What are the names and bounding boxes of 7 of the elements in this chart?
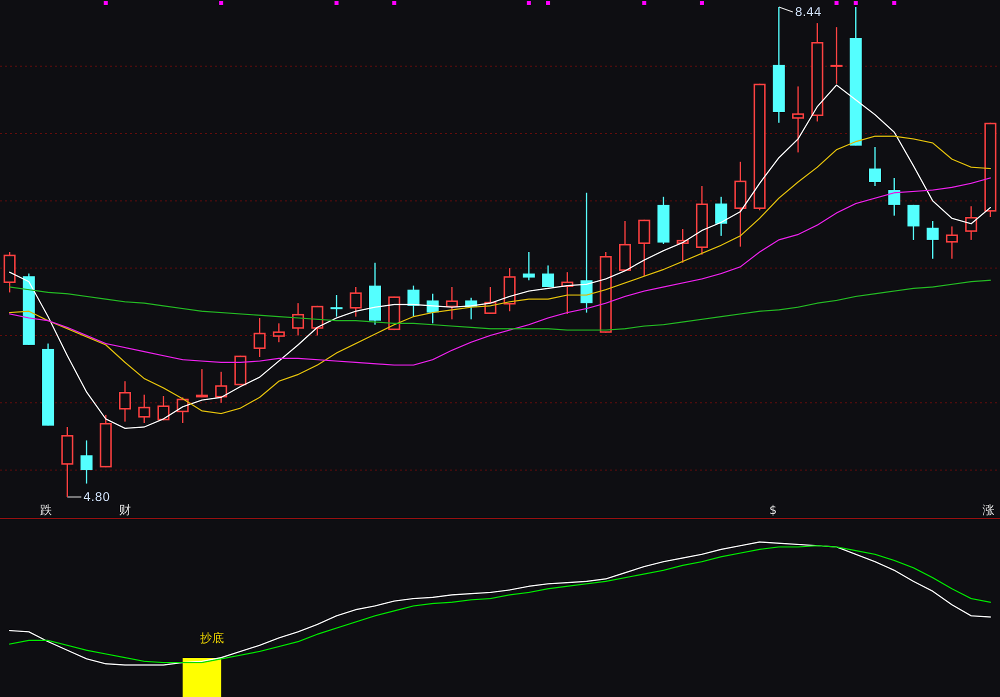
text: 财 [119, 503, 131, 517]
annotation: 8.44 [794, 5, 822, 19]
text: $ [769, 503, 777, 517]
annotation: 4.80 [83, 490, 110, 504]
text: 跌 [40, 503, 52, 517]
text: 涨 [982, 503, 994, 517]
annotation: 抄底 [200, 631, 224, 645]
